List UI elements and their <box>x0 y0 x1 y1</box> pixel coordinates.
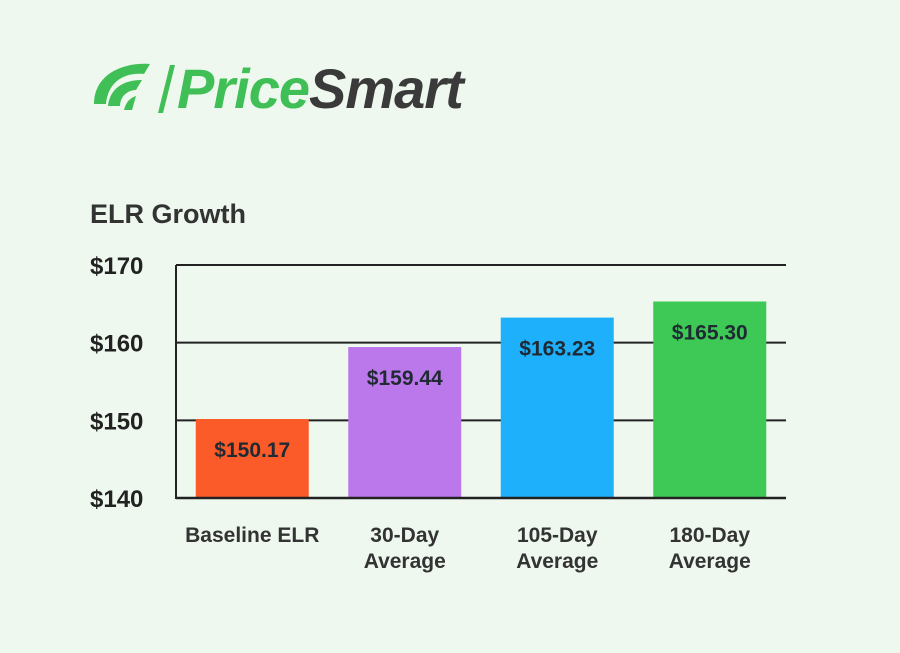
brand-name-part1: Price <box>177 57 310 120</box>
chart-title: ELR Growth <box>90 199 246 229</box>
brand-name: PriceSmart <box>177 61 464 117</box>
y-tick-label: $150 <box>90 408 143 435</box>
bar <box>348 347 462 498</box>
brand-name-part2: Smart <box>309 57 464 120</box>
x-tick-label: 180-Day <box>669 524 750 547</box>
data-label: $163.23 <box>519 338 595 361</box>
x-tick-label: 105-Day <box>517 524 598 547</box>
data-label: $150.17 <box>214 439 290 462</box>
brand-logo: PriceSmart <box>86 58 464 120</box>
x-tick-label: Average <box>669 550 751 573</box>
y-tick-label: $140 <box>90 486 143 513</box>
pricesmart-logo-icon <box>94 63 150 110</box>
x-tick-label: 30-Day <box>370 524 439 547</box>
data-label: $159.44 <box>367 367 443 390</box>
bar <box>500 317 614 498</box>
bar <box>195 419 309 498</box>
x-tick-label: Baseline ELR <box>185 524 319 547</box>
bar <box>653 301 767 498</box>
y-tick-label: $160 <box>90 331 143 358</box>
data-label: $165.30 <box>672 322 748 345</box>
x-tick-label: Average <box>364 550 446 573</box>
x-tick-label: Average <box>516 550 598 573</box>
y-tick-label: $170 <box>90 253 143 280</box>
